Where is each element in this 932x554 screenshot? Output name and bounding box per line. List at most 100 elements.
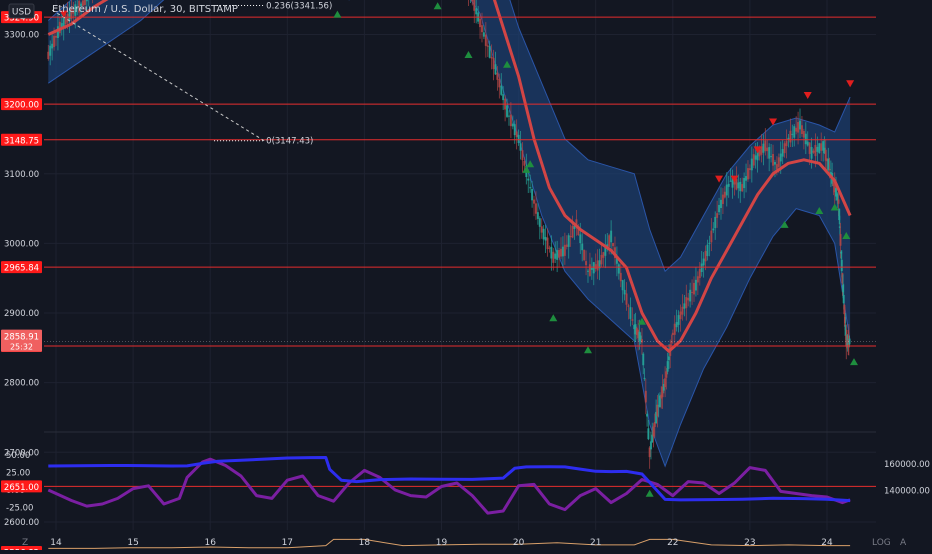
candle-body — [780, 154, 782, 162]
candle-body — [589, 264, 591, 276]
auto-scale-toggle[interactable]: A — [900, 538, 907, 548]
x-tick-label: 16 — [204, 538, 216, 548]
y-tick-label: 2600.00 — [4, 518, 39, 528]
x-tick-label: 22 — [667, 538, 678, 548]
candle-body — [799, 121, 801, 130]
candle-body — [541, 226, 543, 232]
candle-body — [656, 405, 658, 417]
currency-button[interactable]: USD — [9, 4, 34, 18]
candle-body — [772, 154, 774, 166]
candle-body — [533, 200, 535, 204]
candle-body — [539, 218, 541, 227]
candle-body — [508, 116, 510, 117]
candle-body — [471, 0, 473, 1]
candle-body — [764, 141, 766, 152]
candle-body — [487, 45, 489, 46]
y-tick-label: 2800.00 — [4, 379, 39, 389]
candle-body — [820, 143, 822, 150]
candle-body — [676, 322, 678, 327]
candle-body — [795, 128, 797, 132]
x-tick-label: 20 — [513, 538, 525, 548]
x-tick-label: 21 — [590, 538, 601, 548]
last-price-countdown: 25:32 — [10, 343, 33, 352]
candle-body — [803, 131, 805, 138]
candle-body — [841, 260, 843, 271]
log-scale-toggle[interactable]: LOG — [872, 538, 891, 548]
candle-body — [697, 276, 699, 282]
candle-body — [481, 25, 483, 32]
candle-body — [612, 243, 614, 246]
candle-body — [552, 252, 554, 263]
candle-body — [545, 237, 547, 241]
candle-body — [572, 226, 574, 237]
candle-body — [512, 124, 514, 127]
candle-body — [618, 264, 620, 273]
y-tick-label: 2900.00 — [4, 309, 39, 319]
candle-body — [664, 378, 666, 387]
candle-body — [683, 303, 685, 308]
candle-body — [710, 231, 712, 243]
candle-body — [475, 8, 477, 14]
candle-body — [753, 154, 755, 165]
candle-body — [641, 339, 643, 342]
candle-body — [620, 273, 622, 281]
candle-body — [776, 164, 778, 169]
osc-right-tick-label: 140000.00 — [884, 487, 930, 497]
price-tag-label: 3200.00 — [4, 101, 39, 111]
candle-body — [724, 192, 726, 198]
candle-body — [705, 251, 707, 261]
candle-body — [813, 151, 815, 153]
candle-body — [473, 0, 475, 11]
candle-body — [706, 245, 708, 256]
osc-right-tick-label: 160000.00 — [884, 460, 930, 470]
candle-body — [491, 57, 493, 59]
price-tag-label: 2965.84 — [4, 264, 39, 274]
candle-body — [514, 124, 516, 135]
y-tick-label: 3100.00 — [4, 170, 39, 180]
candle-body — [568, 235, 570, 247]
candle-body — [699, 269, 701, 278]
candle-body — [814, 145, 816, 156]
candle-body — [762, 144, 764, 153]
candle-body — [811, 147, 813, 159]
candle-body — [516, 131, 518, 137]
candle-body — [714, 217, 716, 228]
candle-body — [695, 280, 697, 291]
candle-body — [593, 262, 595, 273]
candle-body — [627, 305, 629, 307]
candle-body — [602, 252, 604, 258]
candle-body — [712, 229, 714, 231]
x-tick-label: 14 — [50, 538, 62, 548]
candle-body — [55, 36, 57, 38]
candle-body — [489, 46, 491, 58]
candle-body — [774, 162, 776, 165]
y-tick-label: 3000.00 — [4, 239, 39, 249]
y-tick-label: 3300.00 — [4, 30, 39, 40]
candle-body — [483, 32, 485, 36]
candle-body — [644, 378, 646, 379]
candle-body — [770, 156, 772, 157]
candle-body — [67, 14, 69, 23]
candle-body — [766, 148, 768, 151]
candle-body — [554, 254, 556, 259]
candle-body — [591, 268, 593, 270]
candle-body — [65, 17, 67, 24]
candle-body — [543, 229, 545, 240]
osc-left-tick-label: 50.00 — [6, 451, 30, 461]
candle-body — [650, 441, 652, 449]
candle-body — [836, 193, 838, 200]
candle-body — [703, 259, 705, 266]
candle-body — [747, 168, 749, 179]
candle-body — [506, 105, 508, 117]
zoom-reset-button[interactable]: Z — [22, 538, 28, 548]
candle-body — [520, 143, 522, 150]
candle-body — [529, 187, 531, 188]
chart-title: Ethereum / U.S. Dollar, 30, BITSTAMP — [52, 4, 238, 15]
x-tick-label: 17 — [282, 538, 293, 548]
x-tick-label: 19 — [436, 538, 448, 548]
candle-body — [550, 247, 552, 259]
candle-body — [579, 234, 581, 243]
